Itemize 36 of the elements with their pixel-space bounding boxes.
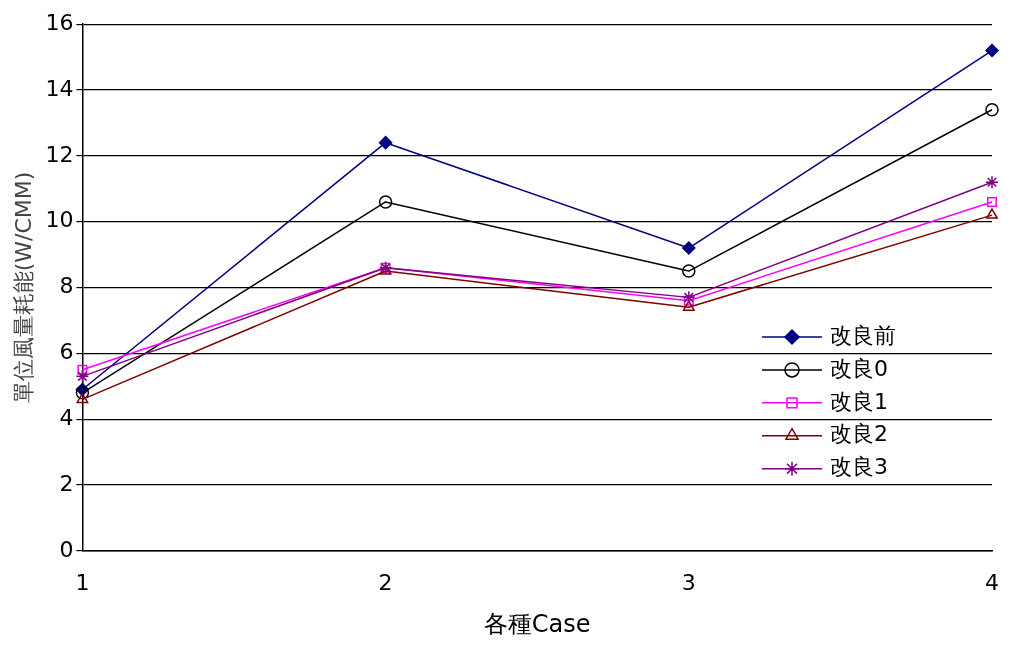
legend-label: 改良前 [830, 322, 896, 348]
point [987, 196, 997, 207]
point [75, 386, 90, 400]
x-tick-label: 4 [985, 569, 999, 595]
point [77, 364, 88, 375]
point [985, 103, 999, 117]
y-tick-label: 0 [59, 536, 74, 562]
y-tick-label: 8 [59, 273, 74, 299]
y-tick-label: 2 [59, 470, 74, 496]
y-tick-label: 14 [45, 75, 74, 101]
point [378, 195, 393, 209]
point [682, 290, 696, 305]
point [985, 43, 999, 58]
y-tick-label: 12 [45, 141, 74, 167]
legend-label: 改良3 [830, 454, 888, 480]
x-tick-label: 2 [378, 569, 393, 595]
y-tick-label: 6 [59, 339, 74, 365]
point [378, 135, 393, 150]
legend-label: 改良1 [830, 388, 888, 414]
point [683, 295, 694, 306]
point [682, 241, 696, 255]
point [75, 369, 90, 384]
y-tick-label: 16 [45, 9, 74, 35]
x-axis-title: 各種Case [483, 609, 591, 638]
point [986, 208, 998, 219]
y-tick-label: 10 [45, 207, 74, 233]
x-tick-label: 3 [681, 569, 696, 595]
legend-label: 改良0 [830, 355, 888, 381]
y-axis-title: 單位風量耗能(W/CMM) [10, 171, 36, 404]
legend-label: 改良2 [830, 421, 888, 447]
x-tick-label: 1 [75, 569, 90, 595]
y-tick-label: 4 [59, 404, 74, 430]
point [76, 392, 89, 404]
point [985, 175, 999, 189]
point [682, 264, 696, 278]
point [682, 300, 695, 311]
